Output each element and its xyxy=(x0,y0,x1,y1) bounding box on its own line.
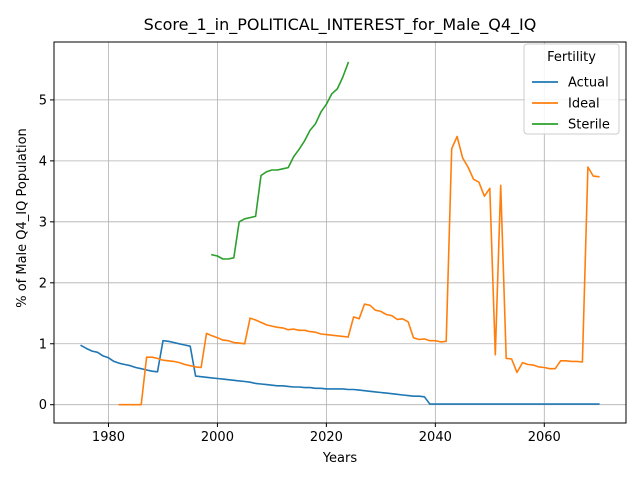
plot-frame xyxy=(53,41,627,424)
y-axis-label: % of Male Q4_IQ Population xyxy=(15,128,30,308)
y-tick-label: 0 xyxy=(39,398,47,413)
y-tick-label: 1 xyxy=(39,337,47,352)
y-tick-label: 4 xyxy=(39,154,47,169)
y-tick-label: 3 xyxy=(39,215,47,230)
legend-label-ideal: Ideal xyxy=(568,97,600,112)
legend-box xyxy=(523,43,620,135)
legend-title: Fertility xyxy=(547,50,596,65)
series-line-ideal xyxy=(118,135,600,406)
y-tick-label: 5 xyxy=(39,93,47,108)
x-tick-label: 2040 xyxy=(419,430,452,445)
x-axis-label: Years xyxy=(322,451,358,466)
series-lines xyxy=(80,61,600,406)
legend-label-actual: Actual xyxy=(568,76,609,91)
x-tick-label: 2060 xyxy=(528,430,561,445)
x-tick-label: 1980 xyxy=(92,430,125,445)
legend-label-sterile: Sterile xyxy=(568,118,610,133)
axis-ticks: 1980 2000 2020 2040 2060 0 1 2 3 4 5 xyxy=(39,93,561,445)
chart-title: Score_1_in_POLITICAL_INTEREST_for_Male_Q… xyxy=(144,15,537,35)
legend: Fertility Actual Ideal Sterile xyxy=(523,43,620,135)
x-tick-label: 2000 xyxy=(201,430,234,445)
y-tick-label: 2 xyxy=(39,276,47,291)
series-line-sterile xyxy=(211,61,350,260)
x-tick-label: 2020 xyxy=(310,430,343,445)
